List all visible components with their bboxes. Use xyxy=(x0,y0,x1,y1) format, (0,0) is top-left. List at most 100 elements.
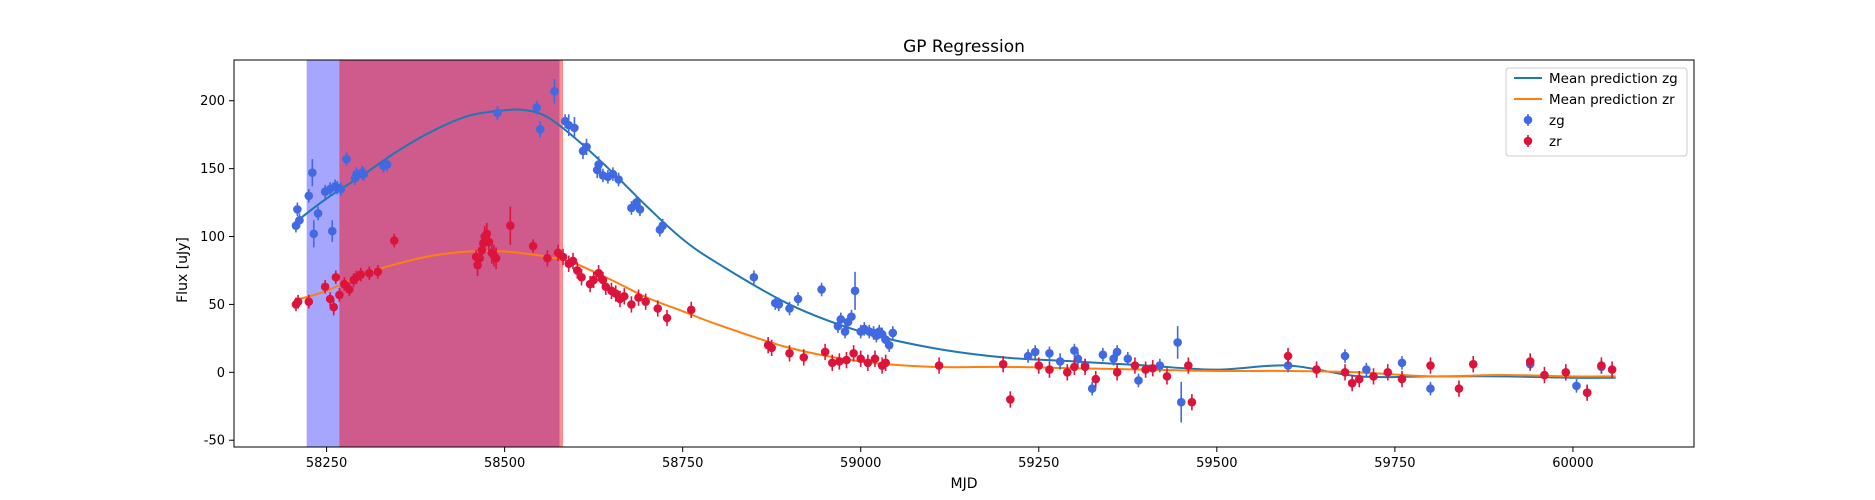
data-point-zr xyxy=(1005,395,1015,404)
data-point-zr xyxy=(627,300,636,309)
data-point-zr xyxy=(1383,368,1393,377)
y-axis-label: Flux [uJy] xyxy=(175,237,191,303)
data-point-zr xyxy=(491,253,501,263)
data-point-zr xyxy=(356,270,366,279)
data-point-zr xyxy=(799,353,809,362)
data-point-zg xyxy=(1176,397,1186,407)
data-point-zr xyxy=(506,221,515,230)
x-tick-label: 59250 xyxy=(1018,456,1059,471)
data-point-zg xyxy=(336,184,346,194)
data-point-zg xyxy=(793,294,803,304)
y-tick-label: -50 xyxy=(204,434,225,449)
data-point-zg xyxy=(535,124,545,134)
data-point-zr xyxy=(365,268,374,278)
legend-label-line-zr: Mean prediction zr xyxy=(1549,92,1675,108)
data-point-zr xyxy=(1062,368,1072,377)
data-point-zg xyxy=(658,221,668,230)
data-point-zg xyxy=(1055,357,1065,366)
data-point-zr xyxy=(863,358,873,368)
data-point-zr xyxy=(475,253,485,263)
data-point-zr xyxy=(842,355,851,365)
series-zr xyxy=(291,206,1617,411)
data-point-zg xyxy=(582,142,591,152)
data-point-zr xyxy=(572,266,582,275)
x-tick-label: 59000 xyxy=(840,456,881,471)
data-point-zg xyxy=(1070,346,1079,355)
data-point-zr xyxy=(1354,374,1364,384)
data-point-zg xyxy=(1134,376,1143,385)
data-point-zr xyxy=(1091,374,1101,384)
x-tick-label: 59500 xyxy=(1196,456,1237,471)
y-tick-label: 150 xyxy=(200,162,225,177)
data-point-zg xyxy=(1123,354,1133,364)
data-point-zr xyxy=(1468,359,1478,369)
x-axis-label: MJD xyxy=(951,476,978,492)
data-point-zr xyxy=(998,359,1008,369)
data-point-zg xyxy=(1283,361,1293,370)
data-point-zr xyxy=(1454,384,1464,393)
legend-label-zr: zr xyxy=(1549,134,1562,150)
data-point-zg xyxy=(293,205,302,214)
data-point-zg xyxy=(1572,381,1581,391)
data-point-zr xyxy=(1148,363,1158,373)
data-point-zr xyxy=(641,297,650,307)
data-point-zg xyxy=(532,103,541,112)
data-point-zg xyxy=(295,215,304,225)
data-point-zr xyxy=(1045,365,1054,374)
data-point-zr xyxy=(482,229,492,239)
data-point-zr xyxy=(662,313,672,323)
data-point-zg xyxy=(382,160,392,169)
data-point-zg xyxy=(1112,347,1122,357)
data-point-zr xyxy=(1426,361,1435,370)
data-point-zg xyxy=(1045,349,1054,358)
data-point-zg xyxy=(1109,354,1118,364)
data-point-zr xyxy=(1283,351,1293,361)
data-point-zr xyxy=(1369,372,1378,381)
data-point-zr xyxy=(820,347,830,357)
x-tick-label: 58500 xyxy=(484,456,525,471)
data-point-zg xyxy=(850,286,860,296)
data-point-zr xyxy=(325,294,335,304)
data-point-zg xyxy=(342,154,351,164)
data-point-zg xyxy=(836,315,846,324)
data-point-zr xyxy=(1561,368,1571,377)
data-point-zg xyxy=(359,169,368,179)
legend-box xyxy=(1505,67,1688,157)
data-point-zr xyxy=(329,302,339,312)
data-point-zr xyxy=(686,305,696,315)
data-point-zr xyxy=(767,343,777,353)
data-point-zr xyxy=(345,285,354,294)
data-point-zg xyxy=(840,327,850,336)
data-point-zr xyxy=(856,354,866,364)
data-point-zr xyxy=(870,354,880,364)
data-point-zr xyxy=(577,272,586,282)
data-point-zr xyxy=(1112,368,1122,377)
data-point-zr xyxy=(1162,372,1172,381)
y-tick-label: 0 xyxy=(217,366,225,381)
data-point-zr xyxy=(1540,370,1549,380)
legend-dot xyxy=(1523,136,1533,146)
data-point-zr xyxy=(1141,365,1150,374)
y-tick-label: 100 xyxy=(200,230,225,245)
data-point-zr xyxy=(634,293,643,302)
x-tick-label: 58250 xyxy=(306,456,347,471)
data-point-zr xyxy=(589,275,598,285)
data-point-zg xyxy=(884,340,894,350)
data-point-zr xyxy=(1070,362,1079,372)
data-point-zg xyxy=(1340,351,1350,361)
data-point-zr xyxy=(1397,374,1407,384)
data-point-zr xyxy=(785,349,794,358)
data-point-zr xyxy=(1597,361,1606,370)
data-point-zr xyxy=(320,282,330,292)
data-point-zg xyxy=(749,272,759,282)
data-point-zg xyxy=(550,86,559,96)
axes-frame xyxy=(233,59,1695,448)
data-point-zr xyxy=(1347,378,1357,388)
data-point-zr xyxy=(1340,368,1350,377)
data-point-zr xyxy=(849,349,858,358)
plot-area xyxy=(291,60,1617,447)
legend-label-line-zg: Mean prediction zg xyxy=(1549,71,1678,87)
data-point-zr xyxy=(1312,365,1321,374)
data-point-zr xyxy=(1582,388,1592,397)
data-point-zr xyxy=(1525,357,1535,366)
